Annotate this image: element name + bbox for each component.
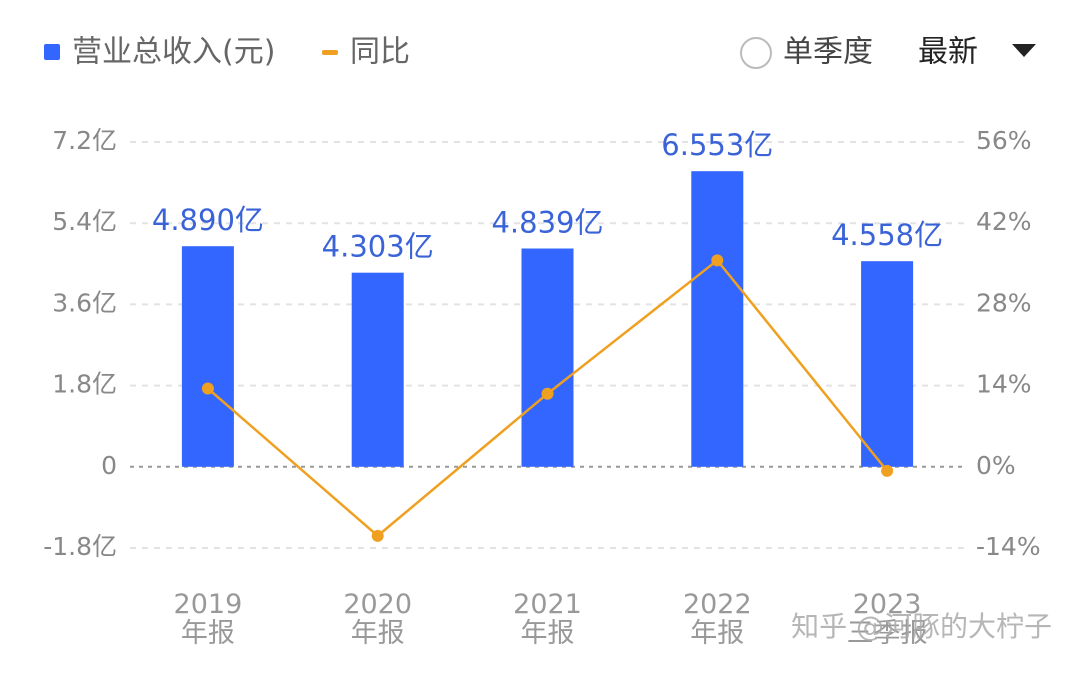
line-point: [711, 254, 724, 267]
x-tick-label: 2019 年报: [174, 589, 243, 649]
y2-tick-label: 28%: [976, 288, 1032, 317]
period-toggle[interactable]: 单季度: [740, 35, 873, 70]
y2-tick-label: -14%: [976, 532, 1041, 561]
line-point: [541, 387, 554, 400]
y-tick-label: 0: [101, 451, 117, 480]
x-tick-label: 2021 年报: [513, 589, 582, 649]
y2-tick-label: 42%: [976, 207, 1032, 236]
bar: [351, 272, 404, 467]
value-label: 4.839亿: [491, 206, 603, 240]
y2-tick-label: 56%: [976, 126, 1032, 155]
dropdown-label[interactable]: 最新: [918, 35, 978, 70]
legend-label: 同比: [350, 35, 410, 70]
bar: [861, 261, 914, 467]
bar: [521, 248, 574, 467]
value-label: 6.553亿: [661, 128, 773, 162]
x-tick-label: 2023 三季报: [847, 589, 928, 649]
dropdown-arrow[interactable]: [1012, 44, 1036, 57]
y-tick-label: 1.8亿: [52, 370, 117, 399]
x-tick-label: 2020 年报: [343, 589, 412, 649]
value-label: 4.558亿: [831, 218, 943, 252]
legend-label: 营业总收入(元): [72, 35, 275, 70]
radio[interactable]: [740, 37, 772, 69]
line-point: [201, 382, 214, 395]
y-tick-label: 3.6亿: [52, 288, 117, 317]
y2-tick-label: 0%: [976, 451, 1016, 480]
line-point: [881, 464, 894, 477]
y-tick-label: 5.4亿: [52, 207, 117, 236]
value-label: 4.890亿: [152, 203, 264, 237]
y-tick-label: 7.2亿: [52, 126, 117, 155]
value-label: 4.303亿: [322, 230, 434, 264]
line-point: [371, 529, 384, 542]
plot: -1.8亿 0 1.8亿 3.6亿 5.4亿 7.2亿 -14% 0% 14% 28% 42% 56%…: [43, 126, 1040, 649]
legend-swatch: [322, 50, 338, 55]
y2-tick-label: 14%: [976, 370, 1032, 399]
watermark: 知乎 @河豚的大柠子: [791, 610, 1052, 643]
y-tick-label: -1.8亿: [43, 532, 117, 561]
toggle-label[interactable]: 单季度: [783, 35, 873, 70]
legend-swatch: [44, 44, 60, 60]
x-tick-label: 2022 年报: [683, 589, 752, 649]
sort-dropdown[interactable]: 最新: [918, 35, 1036, 70]
bar: [181, 246, 234, 467]
bar: [691, 171, 744, 467]
